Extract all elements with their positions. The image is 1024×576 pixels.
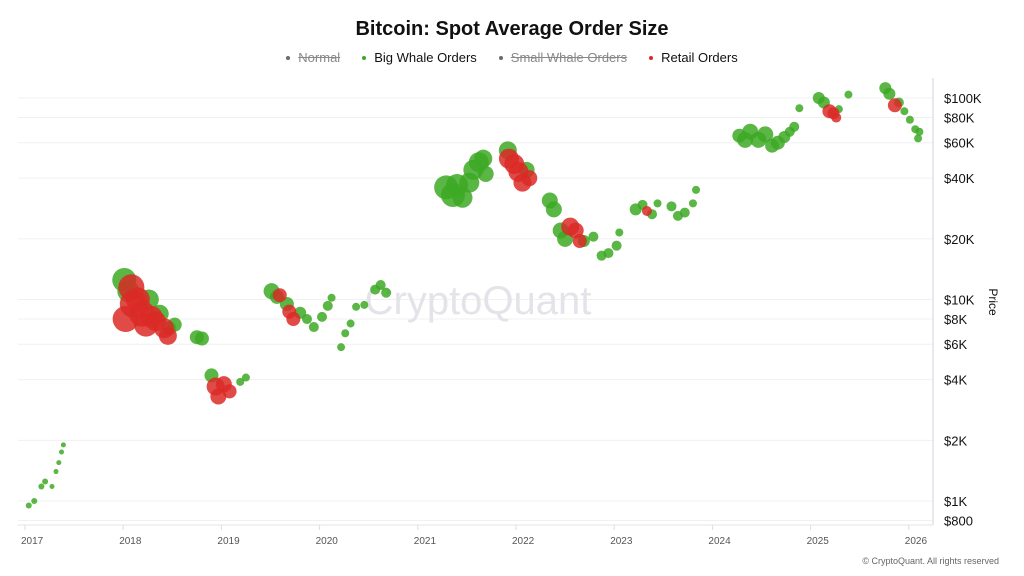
big-whale-order-point bbox=[611, 240, 622, 251]
y-tick-label: $100K bbox=[944, 91, 982, 106]
big-whale-order-point bbox=[360, 300, 369, 309]
big-whale-order-point bbox=[341, 329, 350, 338]
y-tick-label: $8K bbox=[944, 312, 967, 327]
big-whale-order-point bbox=[795, 104, 804, 113]
big-whale-order-point bbox=[603, 248, 614, 259]
y-tick-label: $800 bbox=[944, 514, 973, 529]
big-whale-order-point bbox=[308, 322, 319, 333]
big-whale-order-point bbox=[692, 185, 701, 194]
big-whale-order-point bbox=[194, 331, 209, 346]
big-whale-order-point bbox=[905, 115, 914, 124]
big-whale-order-point bbox=[42, 478, 49, 485]
watermark: CryptoQuant bbox=[365, 279, 592, 323]
big-whale-order-point bbox=[452, 187, 473, 208]
big-whale-order-point bbox=[53, 469, 59, 475]
big-whale-order-point bbox=[545, 201, 562, 218]
big-whale-order-point bbox=[25, 502, 32, 509]
big-whale-order-point bbox=[477, 165, 494, 182]
x-tick-label: 2024 bbox=[708, 536, 731, 547]
big-whale-order-point bbox=[337, 343, 346, 352]
big-whale-order-point bbox=[236, 377, 245, 386]
big-whale-order-point bbox=[653, 199, 662, 208]
y-tick-label: $4K bbox=[944, 373, 967, 388]
big-whale-order-point bbox=[679, 207, 690, 218]
retail-order-point bbox=[641, 205, 652, 216]
retail-order-point bbox=[521, 170, 538, 187]
chart-title: Bitcoin: Spot Average Order Size bbox=[355, 18, 669, 40]
y-tick-label: $20K bbox=[944, 232, 975, 247]
y-tick-label: $2K bbox=[944, 433, 967, 448]
big-whale-order-point bbox=[900, 107, 909, 116]
y-tick-label: $1K bbox=[944, 494, 967, 509]
legend-marker-icon bbox=[498, 55, 503, 60]
x-tick-label: 2021 bbox=[414, 536, 437, 547]
big-whale-order-point bbox=[38, 483, 45, 490]
retail-order-point bbox=[222, 384, 237, 399]
x-tick-label: 2017 bbox=[21, 536, 44, 547]
x-tick-label: 2023 bbox=[610, 536, 633, 547]
big-whale-order-point bbox=[915, 127, 924, 136]
x-tick-label: 2026 bbox=[905, 536, 928, 547]
big-whale-order-point bbox=[688, 199, 697, 208]
y-tick-label: $10K bbox=[944, 293, 975, 308]
big-whale-order-point bbox=[381, 287, 392, 298]
big-whale-order-point bbox=[31, 498, 38, 504]
big-whale-order-point bbox=[322, 300, 333, 311]
y-tick-label: $40K bbox=[944, 171, 975, 186]
big-whale-order-point bbox=[757, 126, 774, 143]
retail-order-point bbox=[286, 312, 301, 327]
big-whale-order-point bbox=[615, 228, 624, 237]
big-whale-order-point bbox=[352, 302, 361, 311]
legend: Normal Big Whale Orders Small Whale Orde… bbox=[0, 50, 1024, 65]
retail-order-point bbox=[887, 98, 902, 113]
legend-item-normal[interactable]: Normal bbox=[286, 50, 340, 65]
retail-order-point bbox=[831, 112, 842, 123]
big-whale-order-point bbox=[317, 311, 328, 322]
x-tick-label: 2018 bbox=[119, 536, 142, 547]
big-whale-order-point bbox=[56, 460, 62, 466]
legend-marker-icon bbox=[286, 55, 291, 60]
retail-order-point bbox=[210, 388, 227, 405]
x-tick-label: 2020 bbox=[316, 536, 339, 547]
big-whale-order-point bbox=[588, 231, 599, 242]
x-tick-label: 2019 bbox=[217, 536, 240, 547]
big-whale-order-point bbox=[474, 149, 493, 168]
big-whale-order-point bbox=[60, 442, 66, 448]
copyright: © CryptoQuant. All rights reserved bbox=[862, 556, 999, 566]
big-whale-order-point bbox=[883, 87, 896, 100]
y-axis-label: Price bbox=[986, 288, 1000, 316]
legend-marker-icon bbox=[362, 55, 367, 60]
big-whale-order-point bbox=[346, 319, 355, 328]
big-whale-order-point bbox=[241, 373, 250, 382]
legend-item-small-whale[interactable]: Small Whale Orders bbox=[498, 50, 627, 65]
legend-item-retail[interactable]: Retail Orders bbox=[649, 50, 738, 65]
big-whale-order-point bbox=[58, 449, 64, 455]
big-whale-order-point bbox=[301, 314, 312, 325]
big-whale-order-point bbox=[327, 293, 336, 302]
x-tick-label: 2022 bbox=[512, 536, 535, 547]
retail-order-point bbox=[158, 326, 177, 345]
x-tick-label: 2025 bbox=[807, 536, 830, 547]
legend-item-big-whale[interactable]: Big Whale Orders bbox=[362, 50, 477, 65]
y-tick-label: $6K bbox=[944, 337, 967, 352]
big-whale-order-point bbox=[789, 121, 800, 132]
retail-order-point bbox=[272, 288, 287, 303]
big-whale-order-point bbox=[49, 484, 55, 490]
big-whale-order-point bbox=[914, 134, 923, 143]
legend-marker-icon bbox=[649, 55, 654, 60]
big-whale-order-point bbox=[844, 90, 853, 99]
y-tick-label: $60K bbox=[944, 136, 975, 151]
y-tick-label: $80K bbox=[944, 111, 975, 126]
retail-order-point bbox=[572, 234, 587, 249]
big-whale-order-point bbox=[375, 280, 386, 291]
big-whale-order-point bbox=[666, 201, 677, 212]
